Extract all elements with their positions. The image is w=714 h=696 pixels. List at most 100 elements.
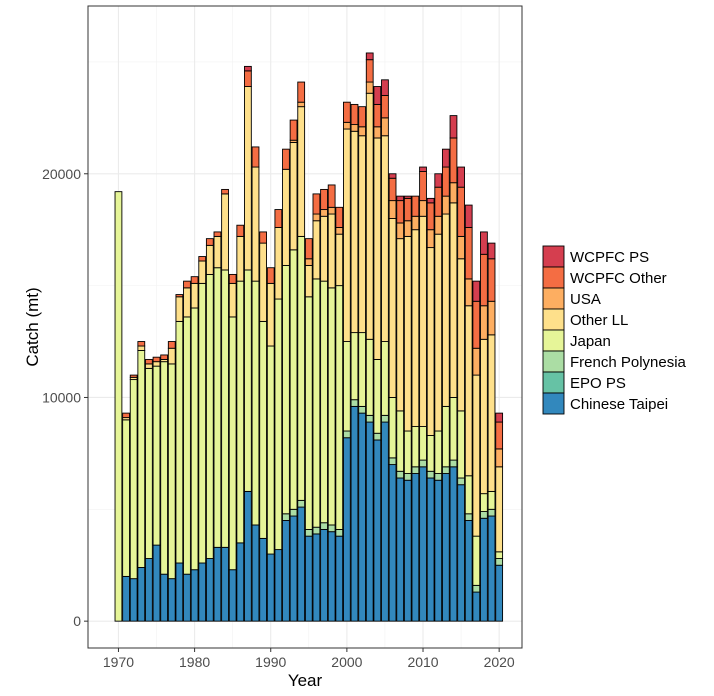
bar-segment — [266, 267, 275, 284]
bar-segment — [297, 506, 306, 622]
x-tick-label: 1990 — [255, 654, 286, 670]
bar-segment — [487, 515, 496, 622]
y-axis-title: Catch (mt) — [23, 287, 42, 366]
bar-segment — [358, 412, 366, 622]
bar-segment — [396, 195, 405, 202]
bar-segment — [487, 334, 496, 492]
bar-segment — [327, 531, 336, 622]
legend-swatch — [542, 350, 565, 373]
bar-segment — [175, 320, 184, 564]
bar-segment — [320, 522, 328, 530]
bar-segment — [419, 215, 427, 427]
legend-swatch — [542, 266, 565, 289]
bar-segment — [480, 493, 488, 512]
bar-segment — [495, 412, 504, 423]
bar-segment — [426, 247, 435, 436]
bar-segment — [373, 432, 382, 441]
bar-segment — [137, 567, 146, 622]
bar-segment — [480, 253, 488, 307]
bar-segment — [205, 244, 214, 275]
bar-segment — [152, 544, 161, 622]
bar-segment — [244, 65, 252, 72]
bar-segment — [449, 137, 458, 184]
bar-segment — [343, 341, 351, 432]
bar-segment — [205, 558, 214, 622]
legend-label: Chinese Taipei — [570, 396, 668, 413]
bar-segment — [350, 399, 359, 407]
bar-segment — [358, 126, 366, 137]
bar-segment — [396, 200, 405, 224]
bar-segment — [190, 276, 199, 284]
bar-segment — [472, 300, 481, 349]
legend-label: Other LL — [570, 312, 628, 329]
bar-segment — [472, 374, 481, 537]
bar-segment — [274, 298, 283, 551]
bar-segment — [236, 280, 245, 544]
bar-segment — [381, 117, 389, 137]
bar-segment — [419, 466, 427, 622]
bar-segment — [480, 338, 488, 495]
bar-segment — [228, 569, 237, 622]
bar-segment — [472, 280, 481, 302]
bar-segment — [137, 345, 146, 351]
bar-segment — [190, 282, 199, 309]
bar-segment — [221, 546, 229, 622]
bar-segment — [228, 316, 237, 571]
bar-segment — [487, 258, 496, 302]
bar-segment — [259, 537, 267, 622]
bar-segment — [426, 197, 435, 204]
bar-segment — [289, 515, 298, 622]
bar-segment — [388, 200, 397, 219]
bar-segment — [381, 79, 389, 96]
bar-segment — [373, 137, 382, 360]
bar-segment — [205, 238, 214, 246]
bar-segment — [487, 300, 496, 336]
bar-segment — [464, 513, 473, 521]
bar-segment — [327, 184, 336, 208]
legend-label: French Polynesia — [570, 354, 687, 371]
bar-segment — [457, 484, 465, 622]
bar-segment — [183, 573, 191, 622]
bar-segment — [190, 307, 199, 571]
bar-segment — [137, 341, 146, 347]
bar-segment — [213, 267, 222, 548]
bar-segment — [419, 166, 427, 172]
bar-segment — [251, 524, 260, 622]
bar-segment — [221, 193, 229, 271]
bar-segment — [129, 379, 138, 580]
bar-segment — [403, 235, 412, 432]
bar-segment — [335, 528, 344, 537]
bar-segment — [350, 332, 359, 401]
bar-segment — [145, 363, 153, 369]
bar-segment — [480, 231, 488, 255]
bar-segment — [441, 466, 450, 474]
bar-segment — [198, 260, 207, 284]
bar-segment — [236, 542, 245, 622]
bar-segment — [419, 459, 427, 468]
bar-segment — [122, 412, 130, 419]
bar-segment — [388, 173, 397, 179]
bar-segment — [434, 215, 443, 235]
bar-segment — [335, 285, 344, 530]
bar-segment — [434, 430, 443, 474]
bar-segment — [381, 135, 389, 342]
bar-segment — [472, 347, 481, 376]
y-tick-label: 20000 — [42, 166, 81, 182]
bar-segment — [304, 258, 313, 266]
bar-segment — [228, 273, 237, 284]
bar-segment — [365, 414, 374, 423]
bar-segment — [152, 361, 161, 367]
bar-segment — [320, 188, 328, 211]
x-axis-title: Year — [288, 671, 323, 690]
bar-segment — [289, 249, 298, 510]
bar-segment — [358, 135, 366, 334]
bar-segment — [297, 106, 306, 237]
bar-segment — [457, 477, 465, 486]
bar-segment — [152, 365, 161, 546]
bar-segment — [487, 242, 496, 260]
bar-segment — [434, 473, 443, 481]
bar-segment — [213, 546, 222, 622]
bar-segment — [312, 220, 321, 280]
bar-segment — [495, 558, 504, 566]
